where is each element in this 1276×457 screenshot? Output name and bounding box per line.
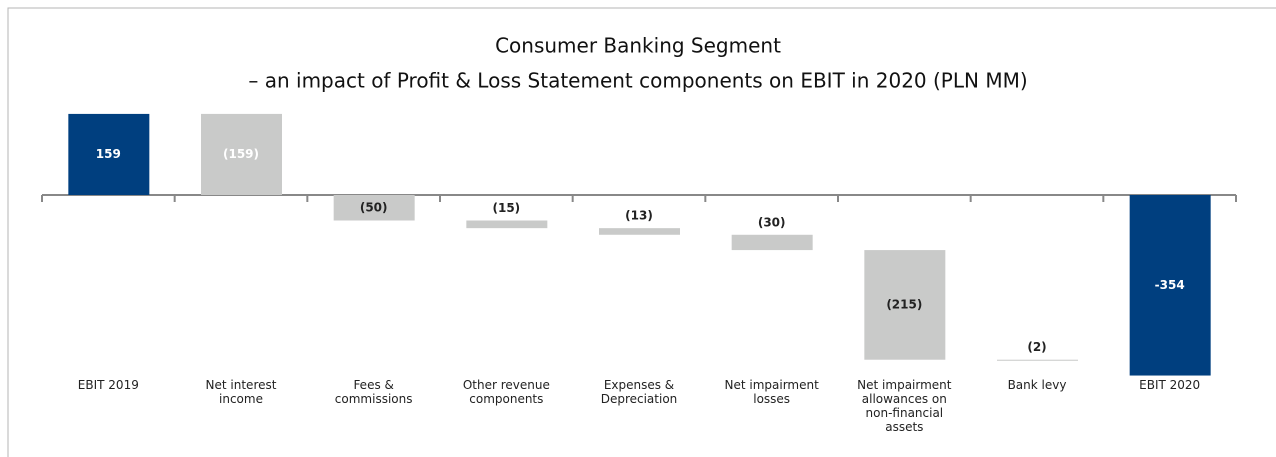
frame xyxy=(7,7,1276,457)
x-tick-label: Net interest income xyxy=(205,378,277,406)
bar xyxy=(1129,195,1211,376)
bar xyxy=(68,113,150,195)
value-label: (159) xyxy=(223,147,259,161)
chart-title: Consumer Banking Segment xyxy=(495,34,781,58)
x-tick-label: Net impairment losses xyxy=(724,378,819,406)
x-tick-label: Expenses & Depreciation xyxy=(600,378,678,406)
value-label: (2) xyxy=(1027,340,1046,354)
bar xyxy=(731,234,813,251)
bar xyxy=(599,228,680,235)
chart-subtitle: – an impact of Profit & Loss Statement c… xyxy=(248,69,1027,93)
value-label: (215) xyxy=(886,297,922,311)
value-label: (15) xyxy=(492,201,520,215)
value-label: (50) xyxy=(360,200,388,214)
bar xyxy=(997,359,1078,361)
bar xyxy=(466,220,548,229)
value-label: (13) xyxy=(625,209,653,223)
value-label: -354 xyxy=(1155,278,1185,292)
bar xyxy=(201,113,282,195)
x-tick-label: Net impairment allowances on non-financi… xyxy=(857,378,952,434)
value-label: 159 xyxy=(96,147,121,161)
bar xyxy=(333,195,415,221)
bar xyxy=(864,250,946,360)
x-tick-label: EBIT 2019 xyxy=(77,378,139,392)
value-label: (30) xyxy=(758,215,786,229)
x-tick-label: EBIT 2020 xyxy=(1139,378,1201,392)
x-tick-label: Fees & commissions xyxy=(334,378,413,406)
x-tick-label: Bank levy xyxy=(1007,378,1067,392)
x-tick-label: Other revenue components xyxy=(462,378,550,406)
